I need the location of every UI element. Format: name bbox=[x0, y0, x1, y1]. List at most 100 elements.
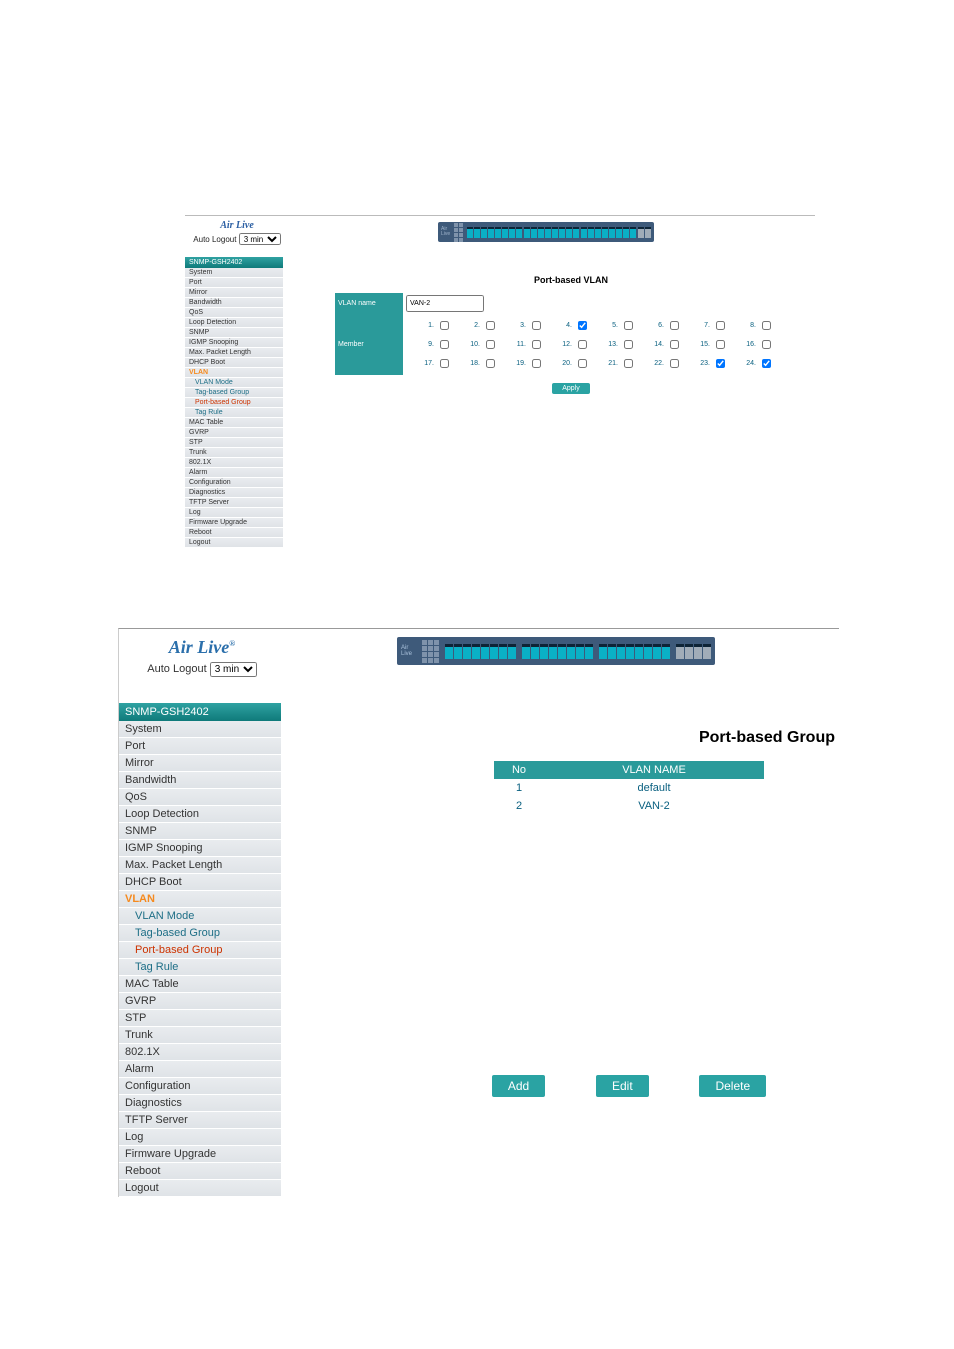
port-16-checkbox[interactable] bbox=[762, 340, 771, 349]
sidebar-item-tftp-server[interactable]: TFTP Server bbox=[185, 498, 283, 508]
sidebar-item-diagnostics[interactable]: Diagnostics bbox=[119, 1095, 281, 1112]
port-13-checkbox[interactable] bbox=[624, 340, 633, 349]
port-3-checkbox[interactable] bbox=[532, 321, 541, 330]
sidebar-item-vlan[interactable]: VLAN bbox=[185, 368, 283, 378]
port-22-checkbox[interactable] bbox=[670, 359, 679, 368]
apply-button[interactable]: Apply bbox=[552, 383, 590, 394]
port-21-checkbox[interactable] bbox=[624, 359, 633, 368]
add-button[interactable]: Add bbox=[492, 1075, 545, 1097]
sidebar-item-stp[interactable]: STP bbox=[185, 438, 283, 448]
sidebar-item-configuration[interactable]: Configuration bbox=[185, 478, 283, 488]
sidebar-item-reboot[interactable]: Reboot bbox=[185, 528, 283, 538]
sidebar-item-port[interactable]: Port bbox=[119, 738, 281, 755]
port-14-checkbox[interactable] bbox=[670, 340, 679, 349]
sidebar-item-tag-rule[interactable]: Tag Rule bbox=[119, 959, 281, 976]
sidebar-item-mac-table[interactable]: MAC Table bbox=[119, 976, 281, 993]
port-11: 11. bbox=[498, 335, 544, 354]
sidebar-item-tftp-server[interactable]: TFTP Server bbox=[119, 1112, 281, 1129]
sidebar-item-igmp-snooping[interactable]: IGMP Snooping bbox=[119, 840, 281, 857]
port-10-label: 10. bbox=[470, 341, 480, 348]
edit-button[interactable]: Edit bbox=[596, 1075, 649, 1097]
port-21: 21. bbox=[590, 354, 636, 373]
sidebar-item-mirror[interactable]: Mirror bbox=[185, 288, 283, 298]
sidebar-item-snmp[interactable]: SNMP bbox=[119, 823, 281, 840]
port-20: 20. bbox=[544, 354, 590, 373]
sidebar-item-trunk[interactable]: Trunk bbox=[119, 1027, 281, 1044]
sidebar-item-dhcp-boot[interactable]: DHCP Boot bbox=[185, 358, 283, 368]
port-6-checkbox[interactable] bbox=[670, 321, 679, 330]
port-7-checkbox[interactable] bbox=[716, 321, 725, 330]
port-20-checkbox[interactable] bbox=[578, 359, 587, 368]
sidebar-item-port-based-group[interactable]: Port-based Group bbox=[185, 398, 283, 408]
sidebar-item-alarm[interactable]: Alarm bbox=[119, 1061, 281, 1078]
sidebar-item-vlan-mode[interactable]: VLAN Mode bbox=[119, 908, 281, 925]
delete-button[interactable]: Delete bbox=[699, 1075, 766, 1097]
sidebar-item-vlan-mode[interactable]: VLAN Mode bbox=[185, 378, 283, 388]
sidebar-item-dhcp-boot[interactable]: DHCP Boot bbox=[119, 874, 281, 891]
port-23-checkbox[interactable] bbox=[716, 359, 725, 368]
sidebar-item-reboot[interactable]: Reboot bbox=[119, 1163, 281, 1180]
sidebar-item-firmware-upgrade[interactable]: Firmware Upgrade bbox=[119, 1146, 281, 1163]
table-row[interactable]: 1default bbox=[494, 779, 764, 797]
sidebar-item-loop-detection[interactable]: Loop Detection bbox=[185, 318, 283, 328]
port-1-checkbox[interactable] bbox=[440, 321, 449, 330]
sidebar-item-system[interactable]: System bbox=[185, 268, 283, 278]
sidebar-item-log[interactable]: Log bbox=[185, 508, 283, 518]
sidebar-item-bandwidth[interactable]: Bandwidth bbox=[119, 772, 281, 789]
sidebar-item-diagnostics[interactable]: Diagnostics bbox=[185, 488, 283, 498]
auto-logout-select-2[interactable]: 3 min bbox=[210, 662, 257, 677]
auto-logout: Auto Logout 3 min bbox=[187, 233, 287, 245]
sidebar-item-qos[interactable]: QoS bbox=[119, 789, 281, 806]
auto-logout-select[interactable]: 3 min bbox=[239, 233, 281, 245]
sidebar-item-trunk[interactable]: Trunk bbox=[185, 448, 283, 458]
sidebar-item-tag-based-group[interactable]: Tag-based Group bbox=[119, 925, 281, 942]
sidebar-item-logout[interactable]: Logout bbox=[185, 538, 283, 548]
sidebar-item-loop-detection[interactable]: Loop Detection bbox=[119, 806, 281, 823]
sidebar-item-port-based-group[interactable]: Port-based Group bbox=[119, 942, 281, 959]
port-5-checkbox[interactable] bbox=[624, 321, 633, 330]
sidebar-item-mac-table[interactable]: MAC Table bbox=[185, 418, 283, 428]
port-4-checkbox[interactable] bbox=[578, 321, 587, 330]
sidebar-item-stp[interactable]: STP bbox=[119, 1010, 281, 1027]
sidebar-header-2: SNMP-GSH2402 bbox=[119, 703, 281, 721]
port-1-label: 1. bbox=[428, 322, 434, 329]
sidebar-item-802-1x[interactable]: 802.1X bbox=[185, 458, 283, 468]
table-row[interactable]: 2VAN-2 bbox=[494, 797, 764, 815]
port-8-checkbox[interactable] bbox=[762, 321, 771, 330]
sidebar-item-alarm[interactable]: Alarm bbox=[185, 468, 283, 478]
port-12-checkbox[interactable] bbox=[578, 340, 587, 349]
sidebar-item-firmware-upgrade[interactable]: Firmware Upgrade bbox=[185, 518, 283, 528]
sidebar-item-log[interactable]: Log bbox=[119, 1129, 281, 1146]
sidebar-item-qos[interactable]: QoS bbox=[185, 308, 283, 318]
port-2-checkbox[interactable] bbox=[486, 321, 495, 330]
sidebar-item-gvrp[interactable]: GVRP bbox=[185, 428, 283, 438]
port-19-checkbox[interactable] bbox=[532, 359, 541, 368]
sidebar-item-snmp[interactable]: SNMP bbox=[185, 328, 283, 338]
sidebar-item-vlan[interactable]: VLAN bbox=[119, 891, 281, 908]
port-15-checkbox[interactable] bbox=[716, 340, 725, 349]
port-18-checkbox[interactable] bbox=[486, 359, 495, 368]
sidebar-item-max-packet-length[interactable]: Max. Packet Length bbox=[119, 857, 281, 874]
port-17-checkbox[interactable] bbox=[440, 359, 449, 368]
main-panel-2: Port-based Group No VLAN NAME 1default2V… bbox=[419, 729, 839, 1097]
brand-area-2: Air Live® Auto Logout 3 min bbox=[127, 637, 277, 677]
sidebar-item-tag-rule[interactable]: Tag Rule bbox=[185, 408, 283, 418]
port-9-checkbox[interactable] bbox=[440, 340, 449, 349]
sidebar-item-bandwidth[interactable]: Bandwidth bbox=[185, 298, 283, 308]
port-9-label: 9. bbox=[428, 341, 434, 348]
sidebar-item-802-1x[interactable]: 802.1X bbox=[119, 1044, 281, 1061]
sidebar-item-igmp-snooping[interactable]: IGMP Snooping bbox=[185, 338, 283, 348]
port-10-checkbox[interactable] bbox=[486, 340, 495, 349]
sidebar-item-system[interactable]: System bbox=[119, 721, 281, 738]
sidebar-item-port[interactable]: Port bbox=[185, 278, 283, 288]
sidebar-item-mirror[interactable]: Mirror bbox=[119, 755, 281, 772]
port-24-checkbox[interactable] bbox=[762, 359, 771, 368]
sidebar-item-tag-based-group[interactable]: Tag-based Group bbox=[185, 388, 283, 398]
port-11-checkbox[interactable] bbox=[532, 340, 541, 349]
vlan-name-input[interactable] bbox=[406, 295, 484, 312]
sidebar-item-configuration[interactable]: Configuration bbox=[119, 1078, 281, 1095]
sidebar-item-logout[interactable]: Logout bbox=[119, 1180, 281, 1197]
device-ports bbox=[467, 227, 651, 238]
sidebar-item-gvrp[interactable]: GVRP bbox=[119, 993, 281, 1010]
sidebar-item-max-packet-length[interactable]: Max. Packet Length bbox=[185, 348, 283, 358]
